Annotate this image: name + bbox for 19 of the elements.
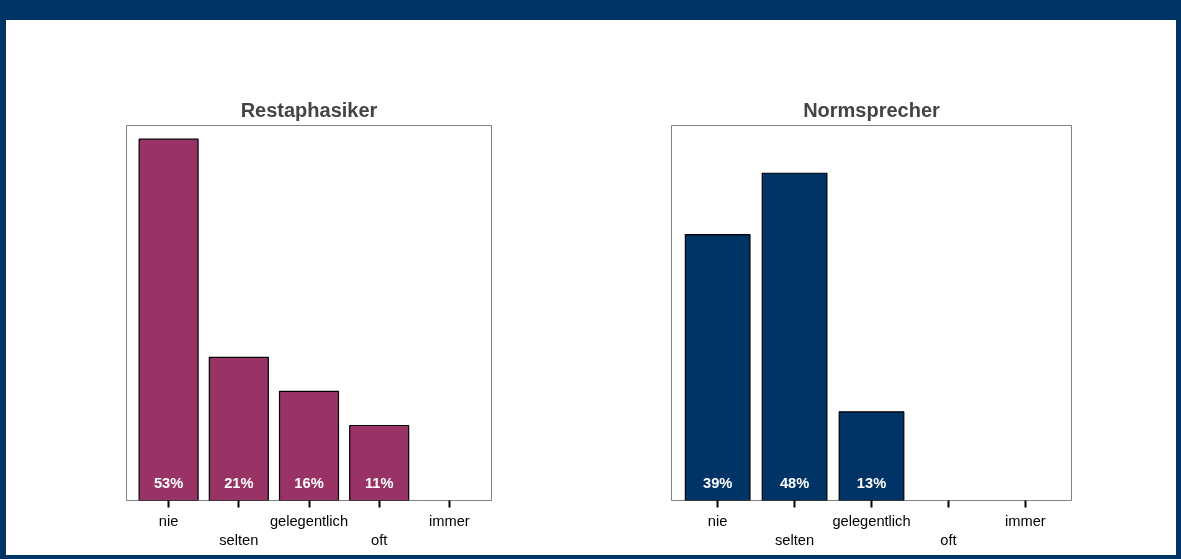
x-tick-label: nie — [158, 512, 179, 529]
x-tick-label: immer — [429, 512, 470, 529]
data-label: 39% — [702, 475, 733, 492]
x-tick-label: immer — [1004, 512, 1046, 529]
chart-title: Restaphasiker — [240, 98, 378, 121]
chart-title: Normsprecher — [803, 98, 941, 121]
x-tick-label: nie — [707, 512, 728, 529]
data-label: 16% — [294, 475, 324, 492]
data-label: 53% — [153, 475, 184, 492]
data-label: 13% — [856, 475, 887, 492]
x-tick-label: gelegentlich — [269, 512, 349, 529]
x-tick-label: oft — [940, 531, 957, 548]
x-tick-label: selten — [775, 531, 815, 548]
data-label: 21% — [224, 475, 254, 492]
x-tick-label: oft — [371, 531, 388, 548]
x-tick-label: selten — [219, 531, 259, 548]
data-label: 11% — [364, 475, 394, 492]
data-label: 48% — [779, 475, 810, 492]
x-tick-label: gelegentlich — [832, 512, 911, 529]
